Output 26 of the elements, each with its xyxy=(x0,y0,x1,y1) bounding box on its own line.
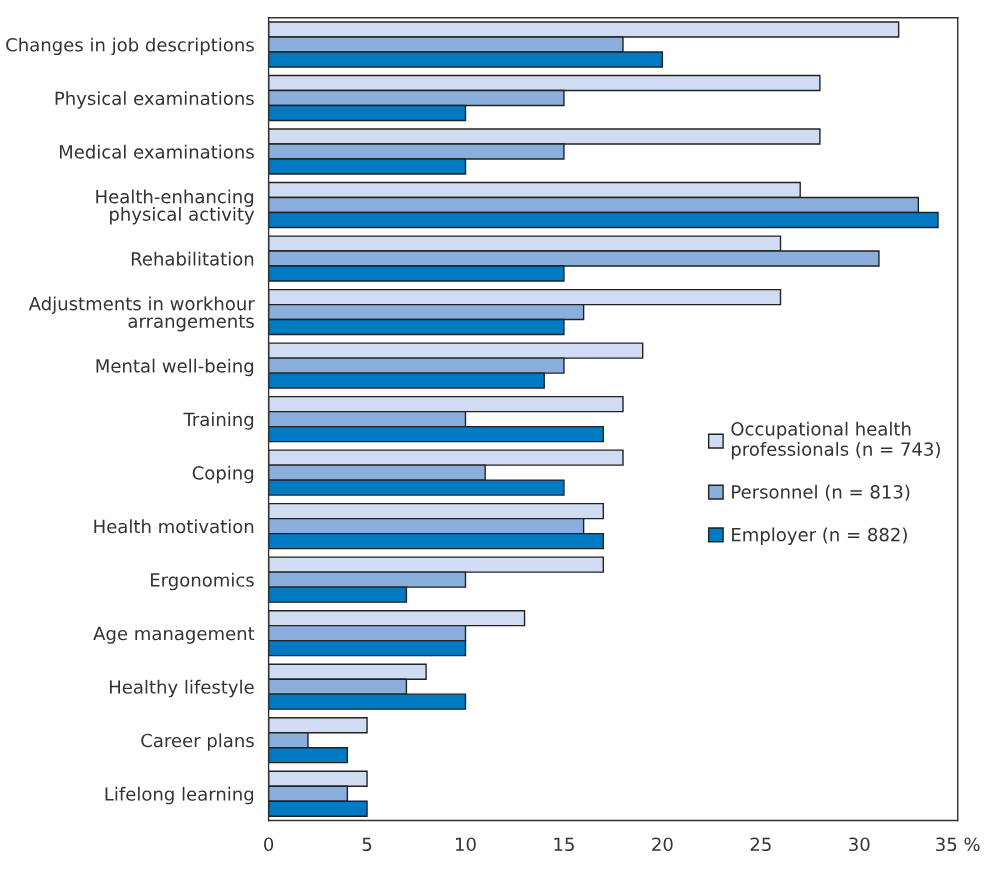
legend-label: Occupational health professionals (n = 743) xyxy=(731,421,940,460)
x-tick-label: 25 xyxy=(750,837,771,852)
x-tick-label: 15 xyxy=(554,837,574,852)
x-tick-label: 30 xyxy=(849,837,870,852)
legend-label: Employer (n = 882) xyxy=(732,527,907,545)
y-tick-label: Physical examinations xyxy=(55,91,254,109)
y-tick-label: Lifelong learning xyxy=(105,786,254,805)
y-tick-label: Medical examinations xyxy=(59,144,254,159)
x-tick-label: 5 xyxy=(362,837,372,852)
x-tick-label: 20 xyxy=(652,837,673,852)
y-tick-label: Career plans xyxy=(141,733,254,751)
y-tick-label: Healthy lifestyle xyxy=(109,679,254,698)
x-tick-label: 35 % xyxy=(936,837,980,852)
legend-label: Personnel (n = 813) xyxy=(732,484,910,501)
x-tick-label: 10 xyxy=(455,837,476,852)
y-tick-label: Training xyxy=(183,412,254,430)
y-tick-label: Mental well-being xyxy=(96,358,254,377)
y-tick-label: Ergonomics xyxy=(151,572,254,591)
x-tick-label: 0 xyxy=(264,837,274,852)
y-tick-label: Adjustments in workhour arrangements xyxy=(28,296,255,332)
y-tick-label: Coping xyxy=(192,465,254,484)
y-tick-label: Health motivation xyxy=(94,519,254,534)
y-tick-label: Health-enhancing physical activity xyxy=(96,189,255,225)
y-tick-label: Age management xyxy=(93,626,255,644)
y-tick-label: Changes in job descriptions xyxy=(6,37,254,56)
y-tick-label: Rehabilitation xyxy=(131,251,254,266)
